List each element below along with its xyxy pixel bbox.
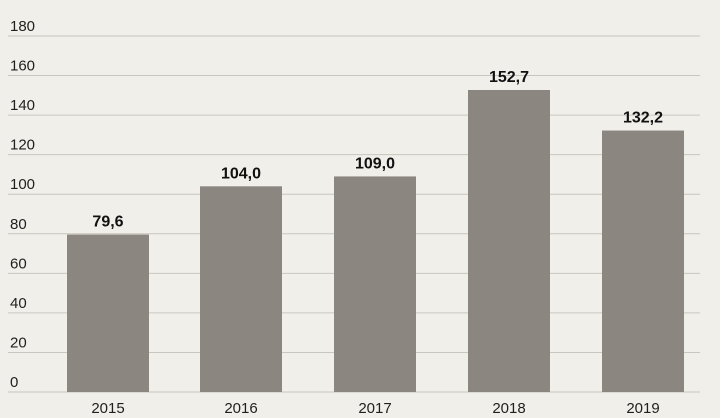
x-tick-label: 2016 [224, 400, 257, 417]
y-tick-label: 180 [10, 18, 35, 35]
bar [67, 234, 149, 392]
data-label: 152,7 [489, 69, 529, 86]
y-tick-label: 160 [10, 58, 35, 75]
x-tick-label: 2015 [91, 400, 124, 417]
y-tick-label: 0 [10, 374, 18, 391]
y-tick-label: 120 [10, 137, 35, 154]
y-tick-label: 100 [10, 176, 35, 193]
x-tick-label: 2017 [358, 400, 391, 417]
bar [602, 130, 684, 392]
data-label: 132,2 [623, 110, 663, 127]
bar [200, 186, 282, 392]
bar [334, 176, 416, 392]
y-tick-label: 140 [10, 97, 35, 114]
bar [468, 89, 550, 392]
x-tick-label: 2018 [492, 400, 525, 417]
y-tick-label: 60 [10, 255, 27, 272]
y-tick-label: 80 [10, 216, 27, 233]
y-tick-label: 40 [10, 295, 27, 312]
x-tick-label: 2019 [626, 400, 659, 417]
data-label: 104,0 [221, 165, 261, 182]
y-tick-label: 20 [10, 334, 27, 351]
data-label: 79,6 [92, 214, 123, 231]
data-label: 109,0 [355, 155, 395, 172]
